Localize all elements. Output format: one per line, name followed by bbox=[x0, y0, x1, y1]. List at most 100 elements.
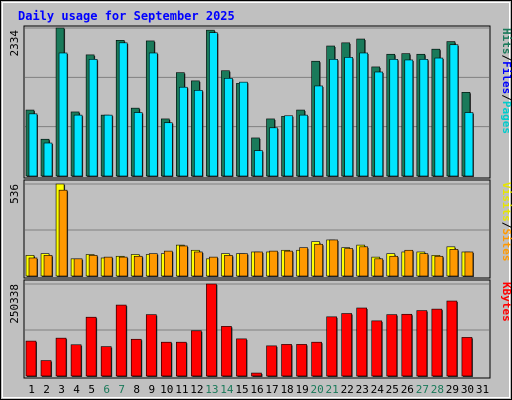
bar-sites-17 bbox=[269, 250, 278, 277]
bar-files-29 bbox=[449, 44, 459, 177]
bar-files-16 bbox=[254, 150, 263, 177]
day-label-25: 25 bbox=[386, 383, 399, 396]
day-label-19: 19 bbox=[295, 383, 308, 396]
bar-files-11 bbox=[179, 86, 188, 177]
bar-files-5 bbox=[88, 59, 98, 177]
day-label-8: 8 bbox=[133, 383, 140, 396]
bar-kbytes-3 bbox=[55, 337, 67, 377]
bar-sites-8 bbox=[133, 255, 143, 277]
bar-kbytes-25 bbox=[386, 314, 398, 377]
bar-files-15 bbox=[239, 81, 248, 177]
bar-files-24 bbox=[374, 71, 384, 177]
bar-files-25 bbox=[389, 59, 399, 177]
panel-top: 2334 Hits/Files/Pages bbox=[8, 25, 512, 179]
bar-kbytes-22 bbox=[341, 313, 352, 377]
bar-sites-28 bbox=[434, 255, 444, 277]
bar-kbytes-2 bbox=[40, 360, 52, 377]
axis-legend-part: / bbox=[500, 94, 512, 101]
bar-sites-5 bbox=[88, 255, 98, 277]
day-label-26: 26 bbox=[401, 383, 414, 396]
day-label-4: 4 bbox=[73, 383, 80, 396]
bar-files-28 bbox=[434, 57, 444, 177]
bar-kbytes-24 bbox=[371, 320, 383, 377]
day-label-1: 1 bbox=[28, 383, 35, 396]
bar-kbytes-18 bbox=[281, 344, 292, 377]
bar-files-10 bbox=[163, 122, 173, 177]
bar-sites-23 bbox=[359, 246, 369, 277]
axis-legend-part: Pages bbox=[500, 101, 512, 134]
ymax-label-middle: 536 bbox=[8, 184, 21, 204]
bar-kbytes-21 bbox=[326, 316, 337, 377]
bar-kbytes-20 bbox=[311, 341, 322, 377]
bar-sites-19 bbox=[299, 247, 308, 277]
bar-sites-21 bbox=[329, 239, 338, 277]
day-label-17: 17 bbox=[265, 383, 278, 396]
bar-kbytes-12 bbox=[191, 330, 202, 377]
bar-files-6 bbox=[103, 114, 113, 177]
bar-sites-26 bbox=[404, 249, 414, 277]
bar-sites-4 bbox=[73, 258, 83, 277]
day-label-22: 22 bbox=[341, 383, 354, 396]
day-label-9: 9 bbox=[148, 383, 155, 396]
axis-legend-part: Hits bbox=[500, 28, 512, 55]
bar-sites-9 bbox=[148, 253, 158, 277]
axis-legend-part: / bbox=[500, 55, 512, 62]
bar-kbytes-5 bbox=[85, 316, 97, 377]
day-label-11: 11 bbox=[175, 383, 188, 396]
bar-files-26 bbox=[404, 59, 414, 177]
bar-kbytes-16 bbox=[251, 372, 262, 377]
bar-files-2 bbox=[43, 142, 53, 177]
day-label-3: 3 bbox=[58, 383, 65, 396]
bar-files-17 bbox=[269, 127, 278, 177]
bar-sites-16 bbox=[254, 251, 263, 277]
day-label-27: 27 bbox=[416, 383, 429, 396]
day-label-30: 30 bbox=[461, 383, 474, 396]
day-label-31: 31 bbox=[476, 383, 489, 396]
day-label-14: 14 bbox=[220, 383, 234, 396]
bar-sites-15 bbox=[239, 253, 248, 277]
bar-files-4 bbox=[73, 114, 83, 177]
bar-sites-10 bbox=[163, 250, 173, 277]
bar-kbytes-23 bbox=[356, 307, 368, 377]
bar-kbytes-7 bbox=[115, 304, 127, 377]
day-label-13: 13 bbox=[205, 383, 218, 396]
axis-legend-part: Files bbox=[500, 61, 512, 94]
bar-sites-30 bbox=[464, 251, 474, 277]
bar-kbytes-11 bbox=[176, 341, 187, 377]
bar-sites-29 bbox=[449, 249, 459, 277]
panel-middle: 536 Visits/Sites bbox=[8, 179, 512, 279]
ymax-label-top: 2334 bbox=[8, 30, 21, 57]
bar-sites-27 bbox=[419, 253, 429, 277]
axis-legend-part: Sites bbox=[500, 228, 512, 261]
bar-kbytes-27 bbox=[416, 310, 428, 377]
bar-sites-13 bbox=[209, 256, 218, 277]
axis-legend-bottom: KBytes bbox=[500, 282, 512, 322]
panel-bottom: 250338 KBytes bbox=[8, 279, 512, 379]
day-label-6: 6 bbox=[103, 383, 110, 396]
bar-sites-11 bbox=[179, 245, 188, 277]
bar-files-19 bbox=[299, 114, 308, 177]
bar-files-18 bbox=[284, 115, 293, 177]
bar-kbytes-26 bbox=[401, 313, 413, 377]
day-label-2: 2 bbox=[43, 383, 50, 396]
chart-title: Daily usage for September 2025 bbox=[18, 9, 235, 23]
bar-kbytes-9 bbox=[145, 314, 157, 377]
bar-kbytes-4 bbox=[70, 344, 82, 377]
bar-sites-12 bbox=[194, 251, 203, 277]
bar-files-1 bbox=[28, 113, 38, 177]
bar-kbytes-6 bbox=[100, 346, 112, 377]
day-label-24: 24 bbox=[371, 383, 385, 396]
bar-kbytes-14 bbox=[221, 326, 232, 377]
bar-sites-6 bbox=[103, 256, 113, 277]
day-label-28: 28 bbox=[431, 383, 444, 396]
day-label-15: 15 bbox=[235, 383, 248, 396]
bar-sites-18 bbox=[284, 250, 293, 277]
day-label-12: 12 bbox=[190, 383, 203, 396]
day-label-7: 7 bbox=[118, 383, 125, 396]
bar-kbytes-30 bbox=[461, 337, 473, 377]
bar-files-3 bbox=[58, 52, 68, 177]
axis-legend-middle: Visits/Sites bbox=[500, 182, 512, 262]
